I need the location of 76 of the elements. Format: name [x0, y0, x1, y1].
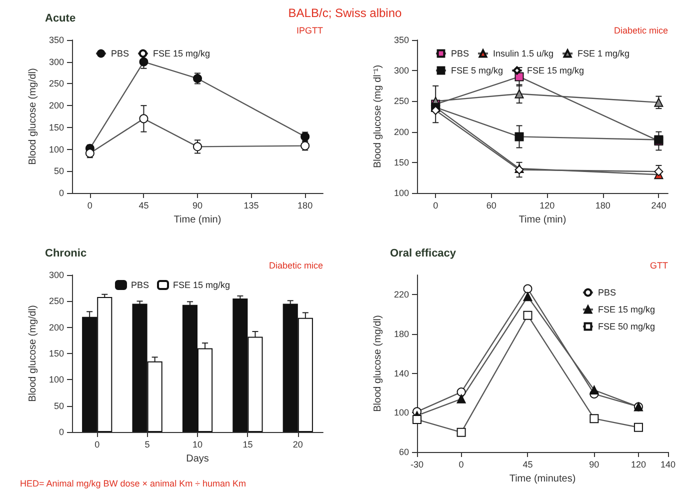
text: HED= Animal mg/kg BW dose × animal Km ÷ human Km: [20, 478, 246, 488]
y-tick-label: 220: [394, 290, 409, 300]
chart-title: Oral efficacy: [390, 248, 457, 260]
legend-label: PBS: [130, 280, 149, 290]
y-tick-label: 180: [394, 329, 409, 339]
y-axis-title: Blood glucose (mg/dl): [28, 68, 39, 165]
legend-label: FSE 5 mg/kg: [451, 66, 504, 76]
y-tick-label: 250: [48, 296, 64, 306]
legend-label: FSE 15 mg/kg: [153, 48, 210, 58]
y-tick-label: 100: [394, 188, 409, 198]
x-tick-label: 90: [192, 200, 203, 210]
y-axis-title: Blood glucose (mg dl⁻¹): [372, 64, 384, 168]
x-axis-title: Time (min): [174, 214, 222, 226]
legend-label: PBS: [111, 48, 130, 58]
legend-label: FSE 15 mg/kg: [527, 66, 584, 76]
y-tick-label: 350: [48, 35, 64, 45]
y-tick-label: 350: [394, 35, 409, 45]
legend-label: PBS: [598, 288, 616, 298]
text: IPGTT: [296, 26, 324, 36]
text: GTT: [650, 260, 668, 270]
y-tick-label: 50: [54, 400, 64, 411]
y-tick-label: 150: [48, 348, 64, 358]
legend-label: FSE 1 mg/kg: [578, 48, 630, 58]
y-tick-label: 100: [48, 144, 64, 154]
x-tick-label: 140: [660, 460, 676, 470]
x-tick-label: 0: [433, 200, 438, 210]
x-tick-label: 90: [589, 460, 600, 470]
x-tick-label: 0: [87, 200, 92, 210]
text: Diabetic mice: [614, 26, 668, 36]
y-tick-label: 150: [394, 157, 409, 168]
x-tick-label: 10: [192, 440, 203, 450]
y-tick-label: 200: [48, 100, 64, 111]
chart-title: Chronic: [45, 248, 87, 260]
x-tick-label: 45: [138, 200, 149, 210]
x-tick-label: 15: [242, 440, 253, 450]
x-tick-label: 45: [522, 460, 533, 470]
x-tick-label: 5: [144, 440, 150, 450]
y-tick-label: 200: [48, 322, 64, 332]
x-tick-label: 120: [540, 200, 555, 210]
x-tick-label: 60: [486, 200, 496, 210]
chart-title: BALB/c; Swiss albino: [288, 6, 402, 20]
y-tick-label: 300: [48, 270, 64, 280]
x-tick-label: 0: [458, 460, 464, 470]
y-tick-label: 100: [394, 408, 409, 418]
y-tick-label: 0: [58, 188, 64, 198]
x-axis-title: Time (min): [518, 214, 566, 226]
text: Diabetic mice: [268, 260, 324, 270]
y-tick-label: 140: [394, 368, 409, 378]
legend-label: FSE 15 mg/kg: [598, 304, 656, 314]
x-tick-label: -30: [410, 460, 424, 470]
y-tick-label: 60: [398, 447, 409, 457]
x-tick-label: 240: [651, 200, 666, 210]
chart-title: Acute: [45, 12, 76, 24]
legend-label: FSE 50 mg/kg: [598, 322, 656, 332]
x-tick-label: 180: [298, 200, 313, 210]
y-tick-label: 250: [48, 78, 64, 89]
x-tick-label: 120: [630, 460, 646, 470]
x-axis-title: Days: [186, 454, 209, 464]
y-tick-label: 50: [54, 166, 64, 176]
legend-label: PBS: [451, 48, 470, 58]
y-tick-label: 250: [394, 96, 409, 106]
legend-label: FSE 15 mg/kg: [172, 280, 230, 290]
y-axis-title: Blood glucose (mg/dl): [372, 315, 384, 412]
x-tick-label: 180: [595, 200, 610, 210]
legend-label: Insulin 1.5 u/kg: [493, 48, 554, 58]
x-tick-label: 135: [244, 200, 259, 210]
y-tick-label: 100: [48, 374, 64, 385]
x-tick-label: 20: [292, 440, 303, 450]
y-tick-label: 300: [48, 56, 64, 67]
y-tick-label: 0: [58, 427, 64, 437]
y-tick-label: 200: [394, 126, 409, 137]
y-tick-label: 150: [48, 122, 64, 132]
x-axis-title: Time (minutes): [509, 473, 576, 484]
y-axis-title: Blood glucose (mg/dl): [28, 305, 39, 402]
x-tick-label: 0: [94, 440, 100, 450]
y-tick-label: 300: [394, 66, 409, 76]
